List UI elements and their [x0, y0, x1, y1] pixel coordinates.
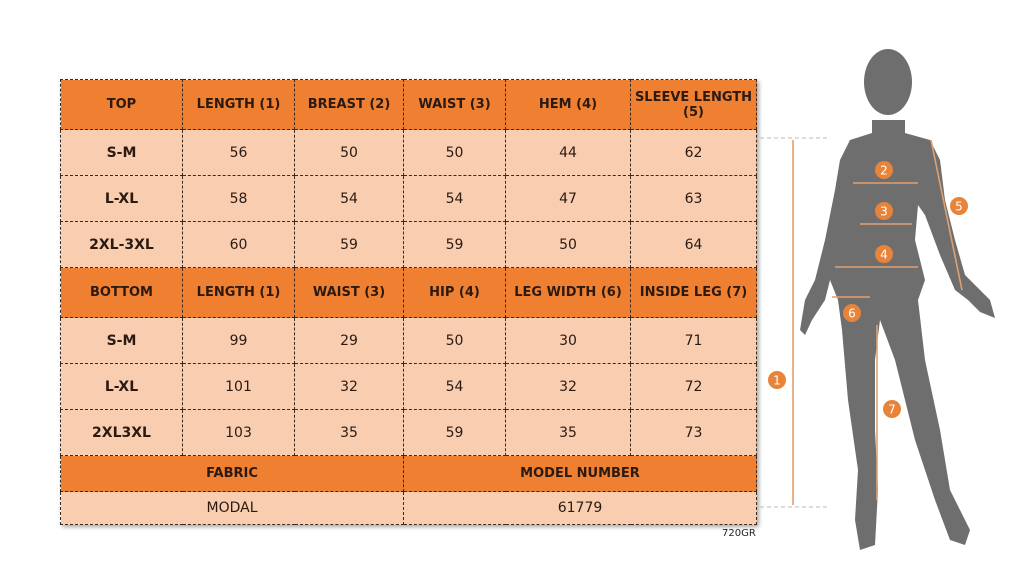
table-cell: 50	[505, 221, 631, 268]
header-cell: LEG WIDTH (6)	[505, 267, 631, 318]
table-cell: 99	[182, 317, 295, 364]
table-cell: 35	[294, 409, 404, 456]
table-cell: L-XL	[60, 175, 183, 222]
table-cell: S-M	[60, 317, 183, 364]
size-chart-table: TOP LENGTH (1) BREAST (2) WAIST (3) HEM (4) S…	[60, 79, 757, 525]
header-cell: BOTTOM	[60, 267, 183, 318]
marker-2: 2	[875, 161, 893, 179]
table-cell: 56	[182, 129, 295, 176]
svg-text:7: 7	[888, 403, 896, 417]
silhouette	[800, 49, 995, 550]
svg-text:1: 1	[773, 374, 781, 388]
body	[800, 120, 995, 550]
marker-7: 7	[883, 400, 901, 418]
table-cell: 44	[505, 129, 631, 176]
svg-text:5: 5	[955, 200, 963, 214]
table-cell: 64	[630, 221, 757, 268]
table-cell: 35	[505, 409, 631, 456]
table-row: S-M 56 50 50 44 62	[60, 129, 757, 176]
table-cell: 59	[403, 409, 506, 456]
marker-5: 5	[950, 197, 968, 215]
header-cell: LENGTH (1)	[182, 267, 295, 318]
header-cell: TOP	[60, 79, 183, 130]
marker-6: 6	[843, 304, 861, 322]
marker-4: 4	[875, 245, 893, 263]
table-row: S-M 99 29 50 30 71	[60, 317, 757, 364]
product-code: 720GR	[722, 528, 756, 539]
table-cell: MODAL	[60, 491, 404, 525]
top-header-row: TOP LENGTH (1) BREAST (2) WAIST (3) HEM (4) S…	[60, 79, 757, 130]
table-cell: 2XL-3XL	[60, 221, 183, 268]
header-cell: MODEL NUMBER	[403, 455, 757, 492]
table-cell: 73	[630, 409, 757, 456]
svg-text:2: 2	[880, 164, 888, 178]
table-cell: 63	[630, 175, 757, 222]
table-cell: 54	[403, 175, 506, 222]
table-cell: 59	[403, 221, 506, 268]
svg-text:4: 4	[880, 248, 888, 262]
svg-text:6: 6	[848, 307, 856, 321]
table-row: 2XL-3XL 60 59 59 50 64	[60, 221, 757, 268]
table-cell: 32	[294, 363, 404, 410]
header-cell: INSIDE LEG (7)	[630, 267, 757, 318]
table-cell: 50	[403, 129, 506, 176]
table-cell: L-XL	[60, 363, 183, 410]
bottom-header-row: BOTTOM LENGTH (1) WAIST (3) HIP (4) LEG WIDT…	[60, 267, 757, 318]
table-cell: 61779	[403, 491, 757, 525]
header-cell: HIP (4)	[403, 267, 506, 318]
table-cell: 29	[294, 317, 404, 364]
table-cell: S-M	[60, 129, 183, 176]
table-cell: 71	[630, 317, 757, 364]
table-cell: 72	[630, 363, 757, 410]
table-cell: 59	[294, 221, 404, 268]
marker-1: 1	[768, 371, 786, 389]
table-cell: 101	[182, 363, 295, 410]
header-cell: WAIST (3)	[403, 79, 506, 130]
table-cell: 47	[505, 175, 631, 222]
table-cell: 60	[182, 221, 295, 268]
marker-3: 3	[875, 202, 893, 220]
table-cell: 54	[403, 363, 506, 410]
head	[864, 49, 912, 115]
table-cell: 103	[182, 409, 295, 456]
table-cell: 50	[403, 317, 506, 364]
table-row: 2XL3XL 103 35 59 35 73	[60, 409, 757, 456]
header-cell: WAIST (3)	[294, 267, 404, 318]
table-cell: 50	[294, 129, 404, 176]
guide-lines	[760, 137, 830, 508]
measure-arrows	[792, 139, 963, 505]
table-row: L-XL 58 54 54 47 63	[60, 175, 757, 222]
header-cell: FABRIC	[60, 455, 404, 492]
header-cell: HEM (4)	[505, 79, 631, 130]
svg-text:3: 3	[880, 205, 888, 219]
header-cell: SLEEVE LENGTH (5)	[630, 79, 757, 130]
